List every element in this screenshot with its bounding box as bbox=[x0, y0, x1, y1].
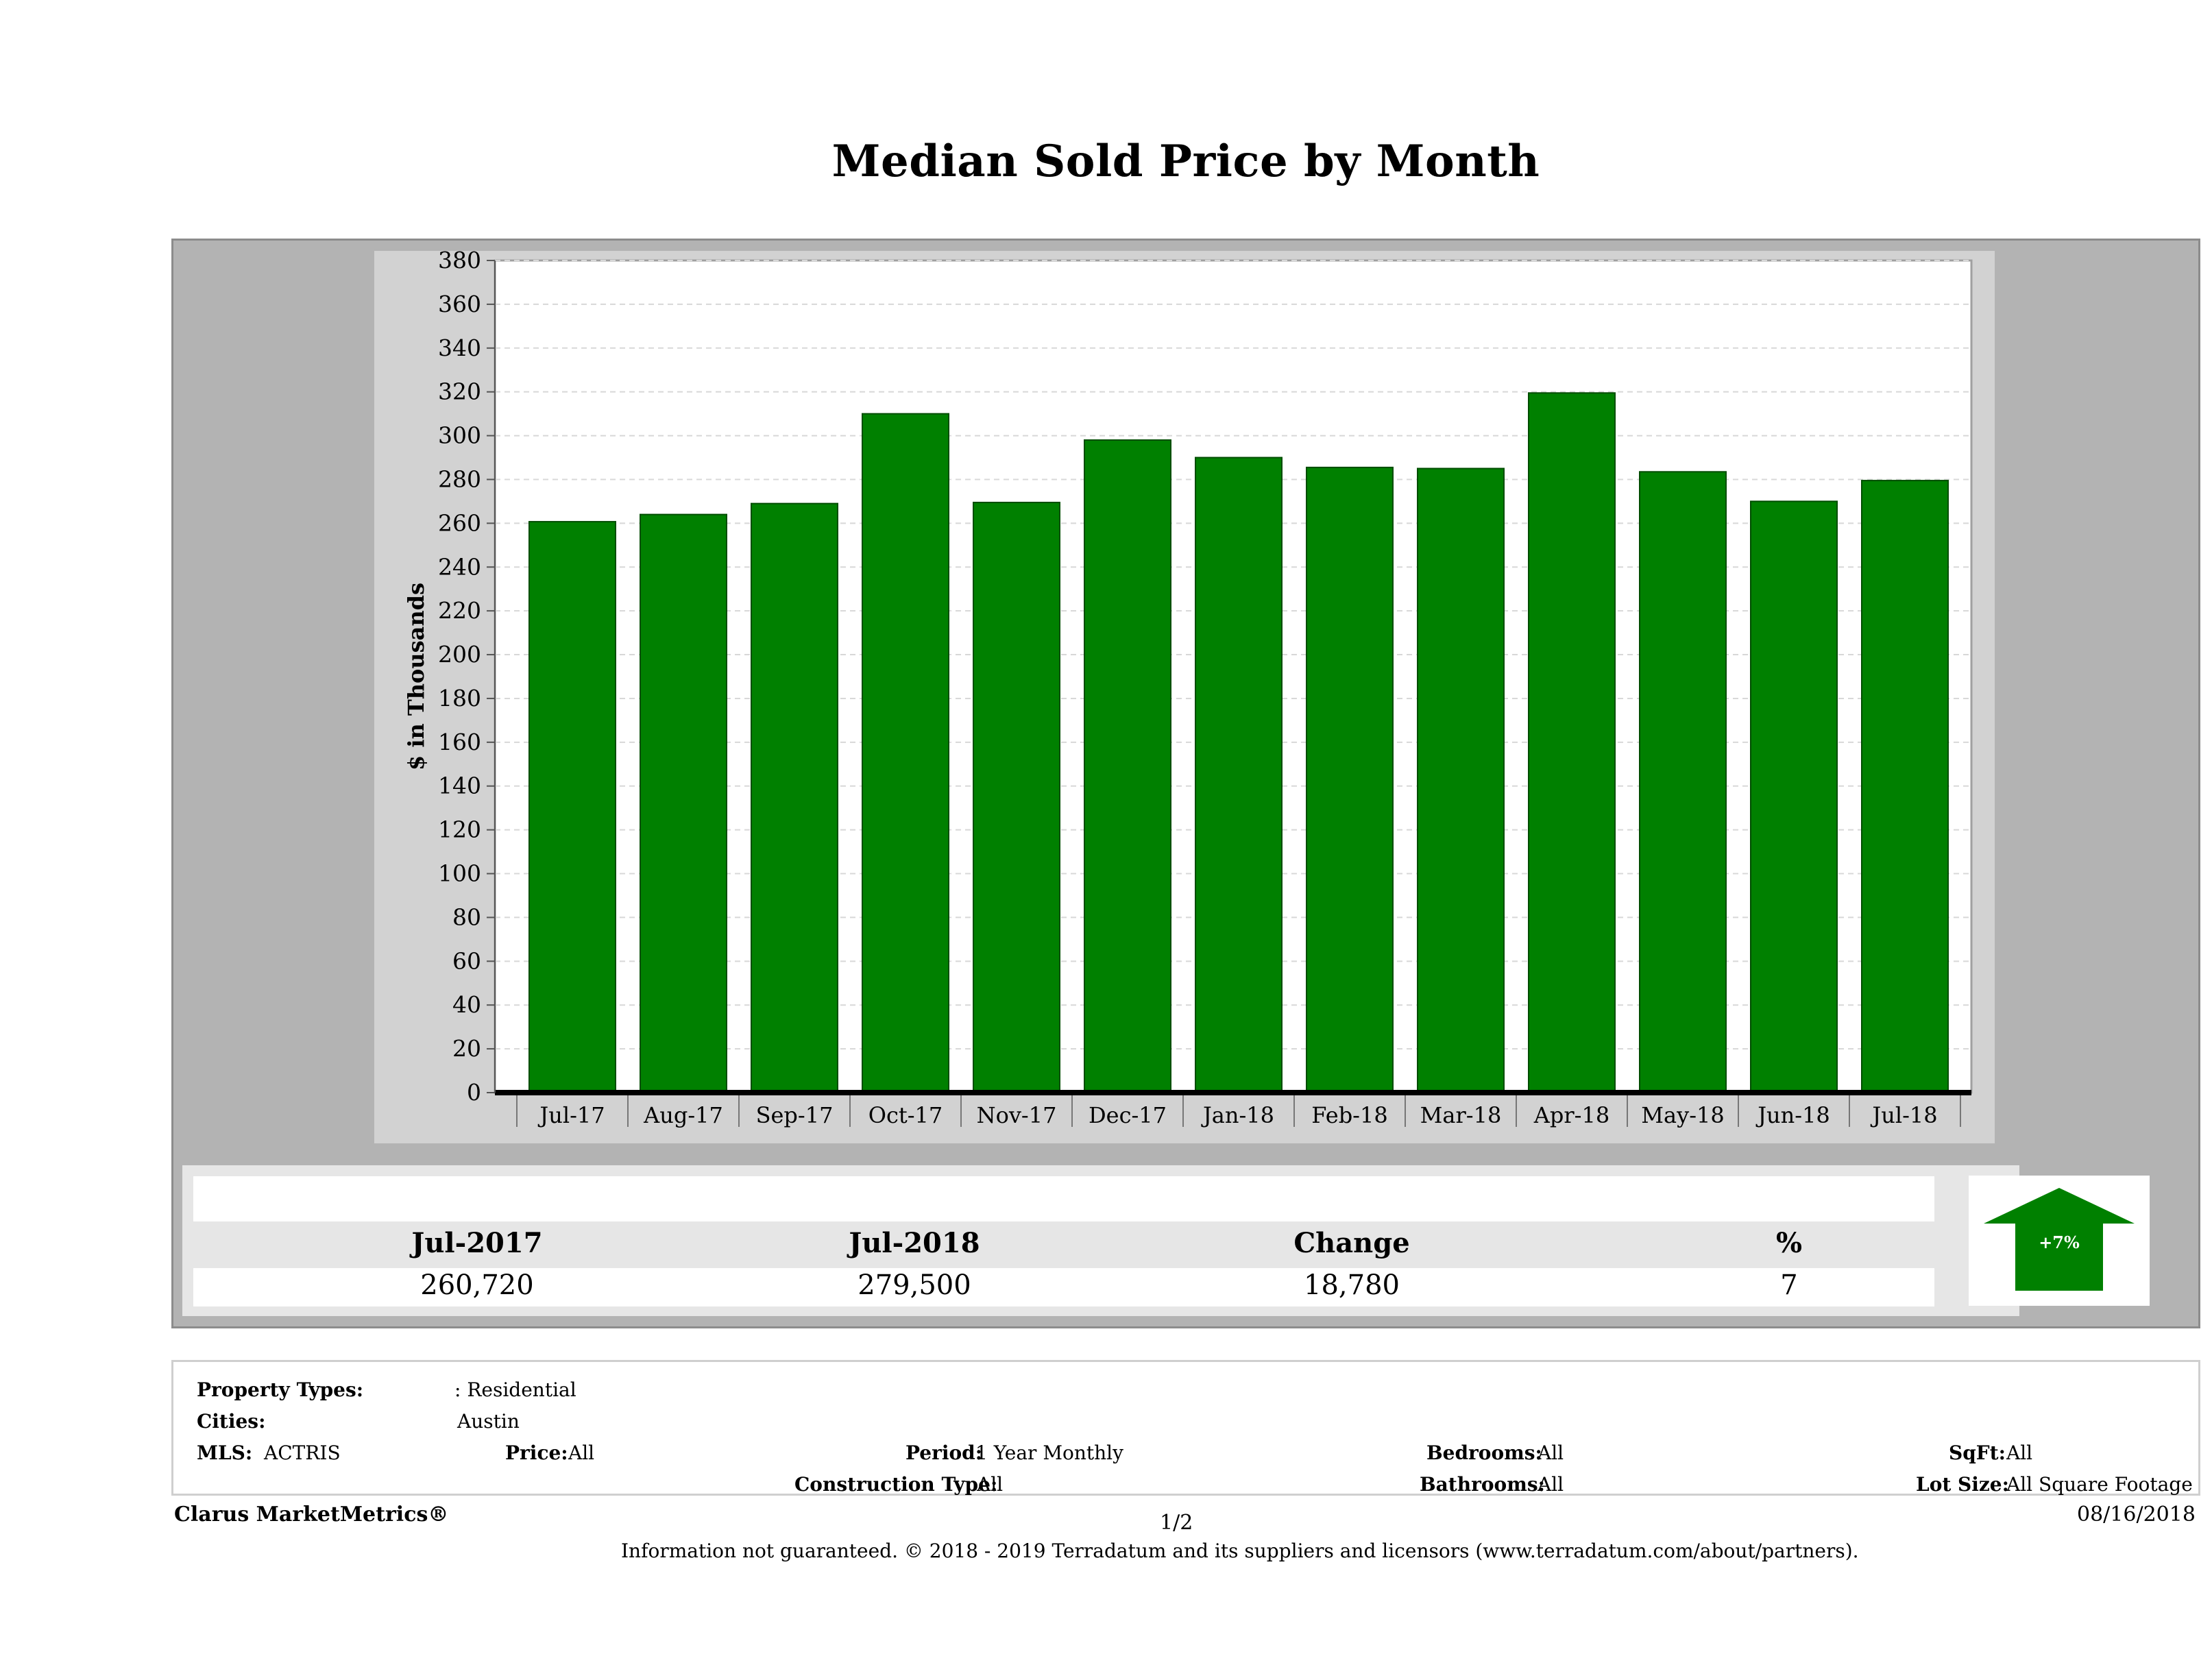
summary-value-row bbox=[193, 1268, 1934, 1306]
y-tick-label: 300 bbox=[438, 422, 481, 449]
y-tick-label: 220 bbox=[438, 597, 481, 624]
property-types-value: : Residential bbox=[454, 1378, 576, 1401]
y-tick-label: 180 bbox=[438, 685, 481, 712]
x-tick-label: Jan-18 bbox=[1201, 1102, 1274, 1128]
summary-table: Jul-2017 260,720 Jul-2018 279,500 Change… bbox=[182, 1165, 2019, 1316]
y-tick-label: 360 bbox=[438, 291, 481, 317]
y-tick-label: 320 bbox=[438, 378, 481, 405]
lot-size-label: Lot Size: bbox=[1916, 1473, 2009, 1496]
property-types-label: Property Types: bbox=[197, 1378, 364, 1401]
mls-value: ACTRIS bbox=[264, 1442, 341, 1464]
mls-label: MLS: bbox=[197, 1442, 253, 1464]
period-value: 1 Year Monthly bbox=[975, 1442, 1123, 1464]
price-label: Price: bbox=[505, 1442, 568, 1464]
bathrooms-value: All bbox=[1538, 1473, 1564, 1496]
x-tick-label: Sep-17 bbox=[756, 1102, 834, 1128]
y-tick-label: 200 bbox=[438, 641, 481, 668]
y-tick-label: 240 bbox=[438, 553, 481, 580]
lot-size-value: All Square Footage bbox=[2006, 1473, 2193, 1496]
sqft-value: All bbox=[2006, 1442, 2033, 1464]
y-tick-label: 0 bbox=[467, 1079, 481, 1106]
summary-col3-value: 18,780 bbox=[1304, 1269, 1400, 1301]
construction-type-value: All bbox=[977, 1473, 1004, 1496]
bar bbox=[751, 502, 838, 1093]
x-tick-label: Jun-18 bbox=[1755, 1102, 1830, 1128]
y-tick-label: 40 bbox=[452, 991, 481, 1018]
bar bbox=[1084, 439, 1171, 1093]
bar bbox=[1528, 392, 1616, 1094]
bar bbox=[1861, 480, 1949, 1093]
bar bbox=[528, 521, 616, 1093]
cities-value: Austin bbox=[457, 1410, 520, 1433]
y-tick-label: 80 bbox=[452, 903, 481, 930]
y-tick-label: 280 bbox=[438, 465, 481, 492]
x-tick-label: May-18 bbox=[1641, 1102, 1724, 1128]
x-tick-label: Apr-18 bbox=[1533, 1102, 1609, 1128]
x-tick-label: Oct-17 bbox=[868, 1102, 943, 1128]
bar bbox=[862, 413, 949, 1093]
x-tick-label: Jul-18 bbox=[1870, 1102, 1937, 1128]
y-tick-label: 340 bbox=[438, 335, 481, 361]
bar-chart: 0 20 40 60 80 100 120 140 160 180 200 220 240 260 280 3… bbox=[403, 247, 1973, 1128]
bar bbox=[640, 513, 727, 1093]
disclaimer: Information not guaranteed. © 2018 - 201… bbox=[621, 1540, 1859, 1562]
bedrooms-value: All bbox=[1538, 1442, 1564, 1464]
summary-col1-header: Jul-2017 bbox=[411, 1227, 543, 1259]
x-tick-label: Aug-17 bbox=[643, 1102, 723, 1128]
y-tick-label: 120 bbox=[438, 816, 481, 843]
summary-col4-value: 7 bbox=[1780, 1269, 1798, 1301]
construction-type-label: Construction Type: bbox=[794, 1473, 998, 1496]
page-title: Median Sold Price by Month bbox=[831, 136, 1540, 187]
y-tick-label: 380 bbox=[438, 251, 481, 273]
y-tick-label: 60 bbox=[452, 947, 481, 974]
arrow-label: +7% bbox=[2039, 1232, 2080, 1252]
y-tick-label: 100 bbox=[438, 860, 481, 887]
y-tick-label: 160 bbox=[438, 729, 481, 755]
summary-blank-row bbox=[193, 1176, 1934, 1221]
bar bbox=[1639, 471, 1727, 1093]
change-arrow-box: +7% bbox=[1969, 1176, 2150, 1306]
x-tick-label: Mar-18 bbox=[1420, 1102, 1502, 1128]
x-tick-label: Dec-17 bbox=[1089, 1102, 1167, 1128]
page-number: 1/2 bbox=[1160, 1511, 1193, 1535]
bar bbox=[1417, 467, 1505, 1093]
x-tick-label: Jul-17 bbox=[537, 1102, 605, 1128]
summary-col2-value: 279,500 bbox=[858, 1269, 971, 1301]
bar bbox=[973, 502, 1060, 1093]
filters-panel: Property Types: : Residential Cities: Au… bbox=[171, 1360, 2200, 1496]
brand-name: Clarus MarketMetrics® bbox=[174, 1503, 449, 1527]
sqft-label: SqFt: bbox=[1949, 1442, 2006, 1464]
summary-col2-header: Jul-2018 bbox=[849, 1227, 980, 1259]
y-tick-label: 260 bbox=[438, 509, 481, 536]
summary-col4-header: % bbox=[1775, 1227, 1802, 1259]
period-label: Period: bbox=[906, 1442, 983, 1464]
y-tick-label: 20 bbox=[452, 1035, 481, 1062]
up-arrow-icon: +7% bbox=[1984, 1188, 2135, 1291]
price-value: All bbox=[568, 1442, 595, 1464]
bar bbox=[1750, 500, 1838, 1093]
bar bbox=[1306, 466, 1394, 1093]
y-axis-label: $ in Thousands bbox=[403, 583, 429, 770]
bar bbox=[1195, 457, 1283, 1093]
x-tick-label: Nov-17 bbox=[977, 1102, 1057, 1128]
bedrooms-label: Bedrooms: bbox=[1426, 1442, 1542, 1464]
cities-label: Cities: bbox=[197, 1410, 266, 1433]
chart-area: 0 20 40 60 80 100 120 140 160 180 200 220 240 260 280 3… bbox=[374, 247, 1995, 1143]
summary-col1-value: 260,720 bbox=[420, 1269, 534, 1301]
bathrooms-label: Bathrooms: bbox=[1420, 1473, 1545, 1496]
y-tick-label: 140 bbox=[438, 773, 481, 799]
report-date: 08/16/2018 bbox=[2077, 1503, 2196, 1527]
x-tick-label: Feb-18 bbox=[1311, 1102, 1387, 1128]
summary-col3-header: Change bbox=[1293, 1227, 1410, 1259]
